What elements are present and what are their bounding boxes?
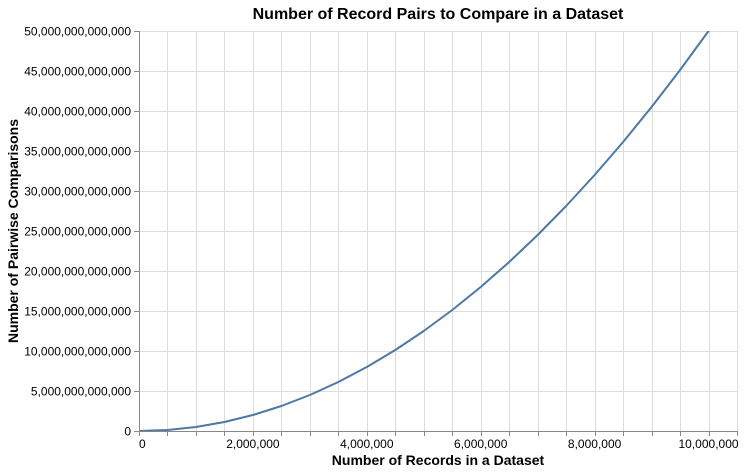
x-tick-label: 4,000,000: [340, 437, 394, 451]
y-tick-label: 25,000,000,000,000: [24, 225, 131, 239]
series-line: [139, 31, 710, 431]
y-tick-label: 10,000,000,000,000: [24, 345, 131, 359]
y-tick-label: 20,000,000,000,000: [24, 265, 131, 279]
y-tick-label: 50,000,000,000,000: [24, 25, 131, 39]
x-tick-label: 8,000,000: [568, 437, 622, 451]
x-tick-label: 10,000,000: [678, 437, 738, 451]
y-tick-label: 5,000,000,000,000: [31, 385, 131, 399]
y-tick-label: 30,000,000,000,000: [24, 185, 131, 199]
series-layer: [139, 31, 710, 431]
y-tick-label: 45,000,000,000,000: [24, 65, 131, 79]
y-tick-label: 0: [124, 425, 131, 439]
chart-title: Number of Record Pairs to Compare in a D…: [253, 6, 624, 23]
x-axis-ticks: 0 2,000,000 4,000,000 6,000,000 8,000,000 10,…: [139, 431, 739, 451]
y-gridlines: [139, 31, 737, 432]
y-tick-label: 40,000,000,000,000: [24, 105, 131, 119]
x-axis-title: Number of Records in a Dataset: [332, 452, 545, 468]
y-tick-label: 35,000,000,000,000: [24, 145, 131, 159]
x-tick-label: 0: [139, 437, 146, 451]
y-axis-title: Number of Pairwise Comparisons: [5, 119, 21, 343]
x-tick-label: 6,000,000: [454, 437, 508, 451]
x-tick-label: 2,000,000: [226, 437, 280, 451]
axes: [139, 31, 737, 432]
y-axis-ticks: 0 5,000,000,000,000 10,000,000,000,000 15,0…: [24, 25, 139, 439]
y-tick-label: 15,000,000,000,000: [24, 305, 131, 319]
